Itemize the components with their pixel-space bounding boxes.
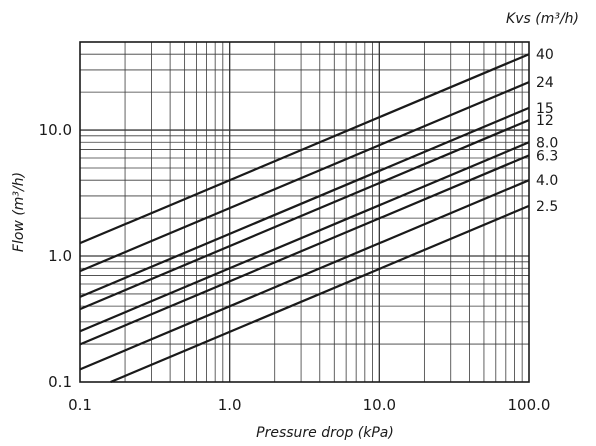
series-label-40: 40	[536, 47, 554, 63]
series-label-24: 24	[536, 75, 554, 91]
x-axis-title: Pressure drop (kPa)	[256, 425, 394, 441]
x-axis-ticks: 0.1 1.0 10.0 100.0	[68, 396, 550, 414]
series-label-15: 15	[536, 101, 554, 117]
series-label-8-0: 8.0	[536, 135, 558, 151]
x-tick-label: 100.0	[508, 396, 551, 414]
x-tick-label: 1.0	[218, 396, 242, 414]
series-label-4-0: 4.0	[536, 173, 558, 189]
x-tick-label: 0.1	[68, 396, 92, 414]
y-axis-title: Flow (m³/h)	[11, 172, 27, 252]
x-tick-label: 10.0	[363, 396, 396, 414]
y-tick-label: 10.0	[39, 121, 72, 139]
series-label-6-3: 6.3	[536, 148, 558, 164]
series-line-40	[79, 53, 530, 245]
y-axis-ticks: 0.1 1.0 10.0	[39, 121, 72, 391]
series-line-24	[79, 81, 530, 273]
series-line-4-0	[79, 179, 530, 371]
y-tick-label: 1.0	[48, 247, 72, 265]
series-line-2-5	[110, 204, 530, 384]
legend-title: Kvs (m³/h)	[506, 11, 579, 27]
plot-frame	[79, 41, 530, 383]
series-line-12	[79, 119, 530, 311]
series-lines	[79, 53, 530, 384]
series-line-8-0	[79, 141, 530, 333]
grid	[80, 42, 529, 382]
series-label-2-5: 2.5	[536, 199, 558, 215]
y-tick-label: 0.1	[48, 373, 72, 391]
series-line-6-3	[79, 154, 530, 346]
series-label-12: 12	[536, 113, 554, 129]
series-line-15	[79, 106, 530, 298]
